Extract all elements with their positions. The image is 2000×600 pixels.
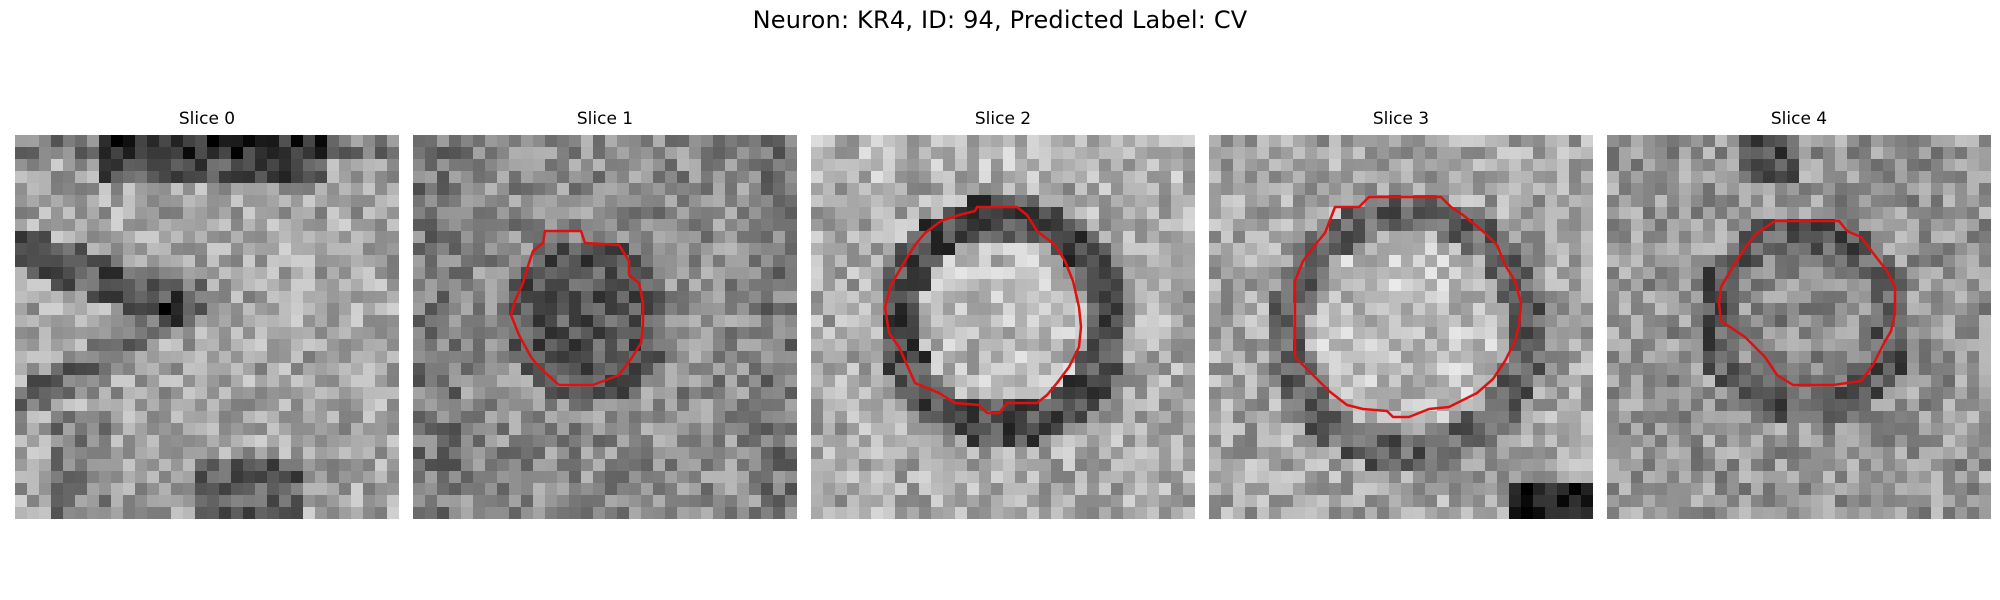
slice-4-image — [1607, 135, 1991, 519]
slice-4-title: Slice 4 — [1770, 109, 1828, 129]
slice-4-panel — [1607, 135, 1991, 519]
slice-1-title: Slice 1 — [576, 109, 634, 129]
slice-0-title: Slice 0 — [178, 109, 236, 129]
slice-0-panel — [15, 135, 399, 519]
slice-2-contour — [883, 205, 1083, 415]
slice-4-contour — [1717, 219, 1897, 387]
slice-3-panel — [1209, 135, 1593, 519]
slice-1-contour — [509, 229, 645, 387]
slice-3-title: Slice 3 — [1372, 109, 1430, 129]
slice-1-image — [413, 135, 797, 519]
slice-2-image — [811, 135, 1195, 519]
slice-2-title: Slice 2 — [974, 109, 1032, 129]
figure-title: Neuron: KR4, ID: 94, Predicted Label: CV — [752, 6, 1248, 34]
slice-1-panel — [413, 135, 797, 519]
slice-0-image — [15, 135, 399, 519]
slice-3-contour — [1293, 195, 1523, 419]
slice-3-image — [1209, 135, 1593, 519]
slice-2-panel — [811, 135, 1195, 519]
